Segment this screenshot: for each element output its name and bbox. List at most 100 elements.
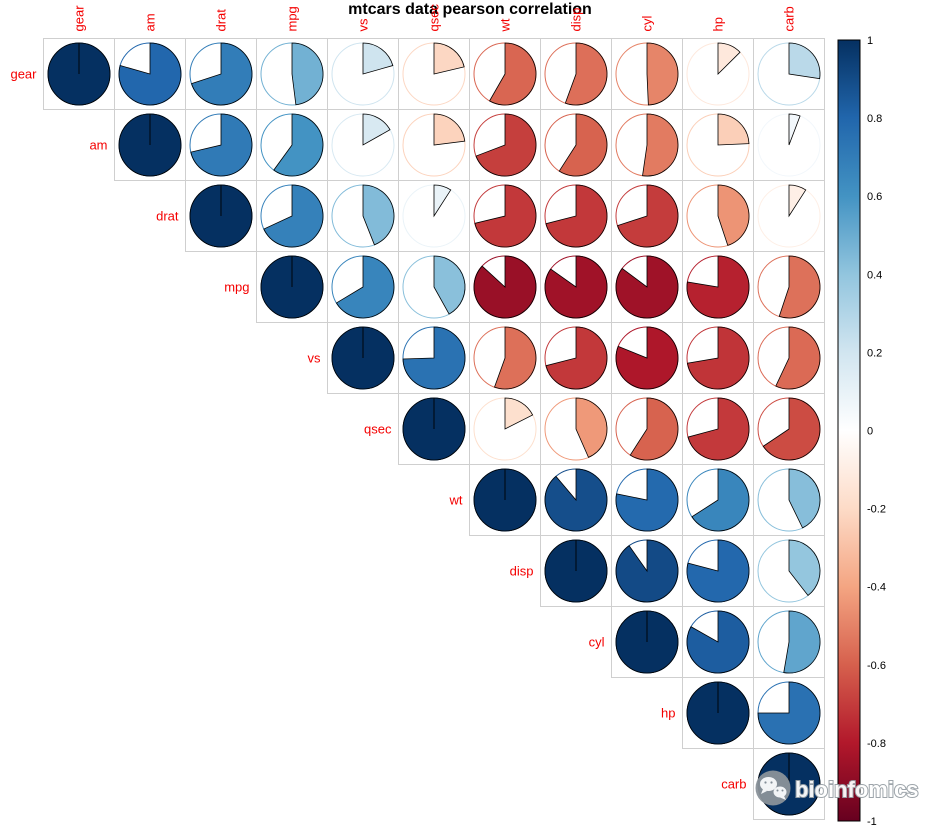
- pie-mpg-cyl: [615, 255, 679, 319]
- pie-drat-cyl: [615, 184, 679, 248]
- pie-qsec-cyl: [615, 397, 679, 461]
- pie-vs-vs: [331, 326, 395, 390]
- row-label-mpg: mpg: [224, 280, 249, 295]
- pie-am-carb: [757, 113, 821, 177]
- row-label-drat: drat: [156, 209, 179, 224]
- pie-gear-hp: [686, 42, 750, 106]
- col-label-cyl: cyl: [640, 16, 655, 32]
- pie-drat-drat: [189, 184, 253, 248]
- pie-hp-hp: [686, 681, 750, 745]
- col-label-carb: carb: [782, 6, 797, 31]
- pie-drat-disp: [544, 184, 608, 248]
- legend-tick-0: 0: [867, 426, 873, 438]
- pie-hp-carb: [757, 681, 821, 745]
- col-label-am: am: [143, 13, 158, 31]
- pie-gear-gear: [47, 42, 111, 106]
- wechat-icon: [755, 770, 791, 806]
- pie-mpg-wt: [473, 255, 537, 319]
- grid: [43, 38, 825, 820]
- col-label-drat: drat: [214, 9, 229, 32]
- pie-wt-hp: [686, 468, 750, 532]
- pie-qsec-carb: [757, 397, 821, 461]
- legend-tick-1: 1: [867, 35, 873, 47]
- pie-am-qsec: [402, 113, 466, 177]
- pie-gear-am: [118, 42, 182, 106]
- row-label-gear: gear: [10, 67, 37, 82]
- pie-cyl-hp: [686, 610, 750, 674]
- pie-gear-wt: [473, 42, 537, 106]
- pie-vs-disp: [544, 326, 608, 390]
- pie-vs-wt: [473, 326, 537, 390]
- pie-am-am: [118, 113, 182, 177]
- legend-tick-0.8: 0.8: [867, 113, 882, 125]
- row-label-carb: carb: [721, 777, 746, 792]
- pie-disp-carb: [757, 539, 821, 603]
- pie-cyl-cyl: [615, 610, 679, 674]
- pie-mpg-vs: [331, 255, 395, 319]
- pie-qsec-wt: [473, 397, 537, 461]
- legend-gradient-bar: [837, 39, 861, 822]
- pie-mpg-qsec: [402, 255, 466, 319]
- pie-vs-cyl: [615, 326, 679, 390]
- watermark: bioinfomics: [755, 770, 919, 806]
- legend-tick--0.2: -0.2: [867, 504, 886, 516]
- row-label-qsec: qsec: [364, 422, 392, 437]
- pie-drat-carb: [757, 184, 821, 248]
- pie-matrix: [47, 42, 821, 816]
- color-legend: 1 0.8 0.6 0.4 0.2 0 -0.2 -0.4 -0.6 -0.8 -1: [837, 35, 886, 828]
- pie-drat-mpg: [260, 184, 324, 248]
- legend-tick-0.2: 0.2: [867, 347, 882, 359]
- col-label-vs: vs: [356, 18, 371, 32]
- pie-vs-hp: [686, 326, 750, 390]
- row-label-vs: vs: [308, 351, 322, 366]
- pie-wt-carb: [757, 468, 821, 532]
- pie-disp-cyl: [615, 539, 679, 603]
- pie-disp-hp: [686, 539, 750, 603]
- pie-wt-wt: [473, 468, 537, 532]
- column-labels: gear am drat mpg vs qsec wt disp cyl hp carb: [72, 4, 797, 33]
- pie-gear-drat: [189, 42, 253, 106]
- row-labels: gear am drat mpg vs qsec wt disp cyl hp carb: [10, 67, 746, 792]
- pie-qsec-disp: [544, 397, 608, 461]
- pie-am-hp: [686, 113, 750, 177]
- row-label-wt: wt: [449, 493, 463, 508]
- pie-am-drat: [189, 113, 253, 177]
- pie-gear-carb: [757, 42, 821, 106]
- legend-tick--1: -1: [867, 816, 877, 828]
- pie-gear-disp: [544, 42, 608, 106]
- pie-qsec-qsec: [402, 397, 466, 461]
- pie-vs-qsec: [402, 326, 466, 390]
- col-label-gear: gear: [72, 5, 87, 32]
- legend-tick--0.8: -0.8: [867, 738, 886, 750]
- pie-mpg-disp: [544, 255, 608, 319]
- pie-mpg-mpg: [260, 255, 324, 319]
- row-label-cyl: cyl: [589, 635, 605, 650]
- pie-disp-disp: [544, 539, 608, 603]
- pie-mpg-hp: [686, 255, 750, 319]
- col-label-mpg: mpg: [285, 6, 300, 31]
- col-label-hp: hp: [711, 17, 726, 31]
- pie-vs-carb: [757, 326, 821, 390]
- legend-tick--0.4: -0.4: [867, 582, 886, 594]
- pie-cyl-carb: [757, 610, 821, 674]
- pie-mpg-carb: [757, 255, 821, 319]
- legend-tick--0.6: -0.6: [867, 660, 886, 672]
- legend-tick-0.4: 0.4: [867, 269, 882, 281]
- col-label-qsec: qsec: [427, 4, 442, 32]
- pie-drat-vs: [331, 184, 395, 248]
- row-label-am: am: [89, 138, 107, 153]
- pie-drat-hp: [686, 184, 750, 248]
- col-label-wt: wt: [498, 18, 513, 32]
- pie-am-wt: [473, 113, 537, 177]
- row-label-hp: hp: [661, 706, 675, 721]
- pie-drat-qsec: [402, 184, 466, 248]
- grid-cell: [753, 748, 825, 820]
- pie-gear-mpg: [260, 42, 324, 106]
- plot-title: mtcars data pearson correlation: [348, 1, 592, 18]
- col-label-disp: disp: [569, 8, 584, 32]
- row-label-disp: disp: [510, 564, 534, 579]
- pie-drat-wt: [473, 184, 537, 248]
- pie-am-disp: [544, 113, 608, 177]
- pie-wt-disp: [544, 468, 608, 532]
